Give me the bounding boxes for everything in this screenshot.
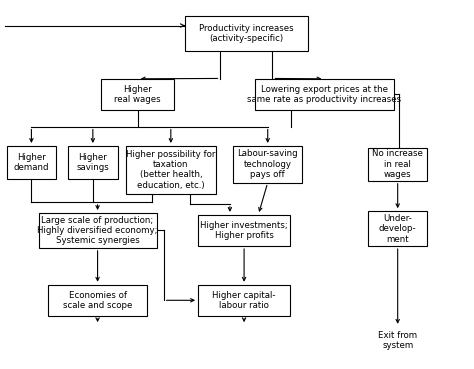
FancyBboxPatch shape (368, 148, 427, 181)
Text: Productivity increases
(activity-specific): Productivity increases (activity-specifi… (199, 24, 294, 44)
FancyBboxPatch shape (101, 79, 174, 110)
FancyBboxPatch shape (68, 146, 118, 179)
Text: No increase
in real
wages: No increase in real wages (372, 149, 423, 179)
Text: Under-
develop-
ment: Under- develop- ment (379, 214, 417, 244)
FancyBboxPatch shape (255, 79, 394, 110)
FancyBboxPatch shape (48, 284, 147, 316)
FancyBboxPatch shape (198, 215, 290, 246)
Text: Higher
savings: Higher savings (76, 153, 109, 172)
FancyBboxPatch shape (7, 146, 56, 179)
Text: Higher investments;
Higher profits: Higher investments; Higher profits (200, 221, 288, 240)
Text: Exit from
system: Exit from system (378, 331, 417, 351)
Text: Higher possibility for
taxation
(better health,
education, etc.): Higher possibility for taxation (better … (126, 150, 216, 190)
Text: Higher capital-
labour ratio: Higher capital- labour ratio (212, 291, 276, 310)
Text: Lowering export prices at the
same rate as productivity increases: Lowering export prices at the same rate … (247, 85, 401, 104)
FancyBboxPatch shape (198, 284, 290, 316)
Text: Labour-saving
technology
pays off: Labour-saving technology pays off (237, 149, 298, 179)
Text: Higher
real wages: Higher real wages (114, 85, 161, 104)
FancyBboxPatch shape (185, 16, 308, 51)
Text: Large scale of production;
Highly diversified economy;
Systemic synergies: Large scale of production; Highly divers… (37, 215, 158, 245)
Text: Higher
demand: Higher demand (14, 153, 49, 172)
FancyBboxPatch shape (368, 211, 427, 246)
FancyBboxPatch shape (234, 146, 302, 183)
FancyBboxPatch shape (38, 213, 156, 248)
Text: Economies of
scale and scope: Economies of scale and scope (63, 291, 132, 310)
FancyBboxPatch shape (126, 146, 216, 194)
